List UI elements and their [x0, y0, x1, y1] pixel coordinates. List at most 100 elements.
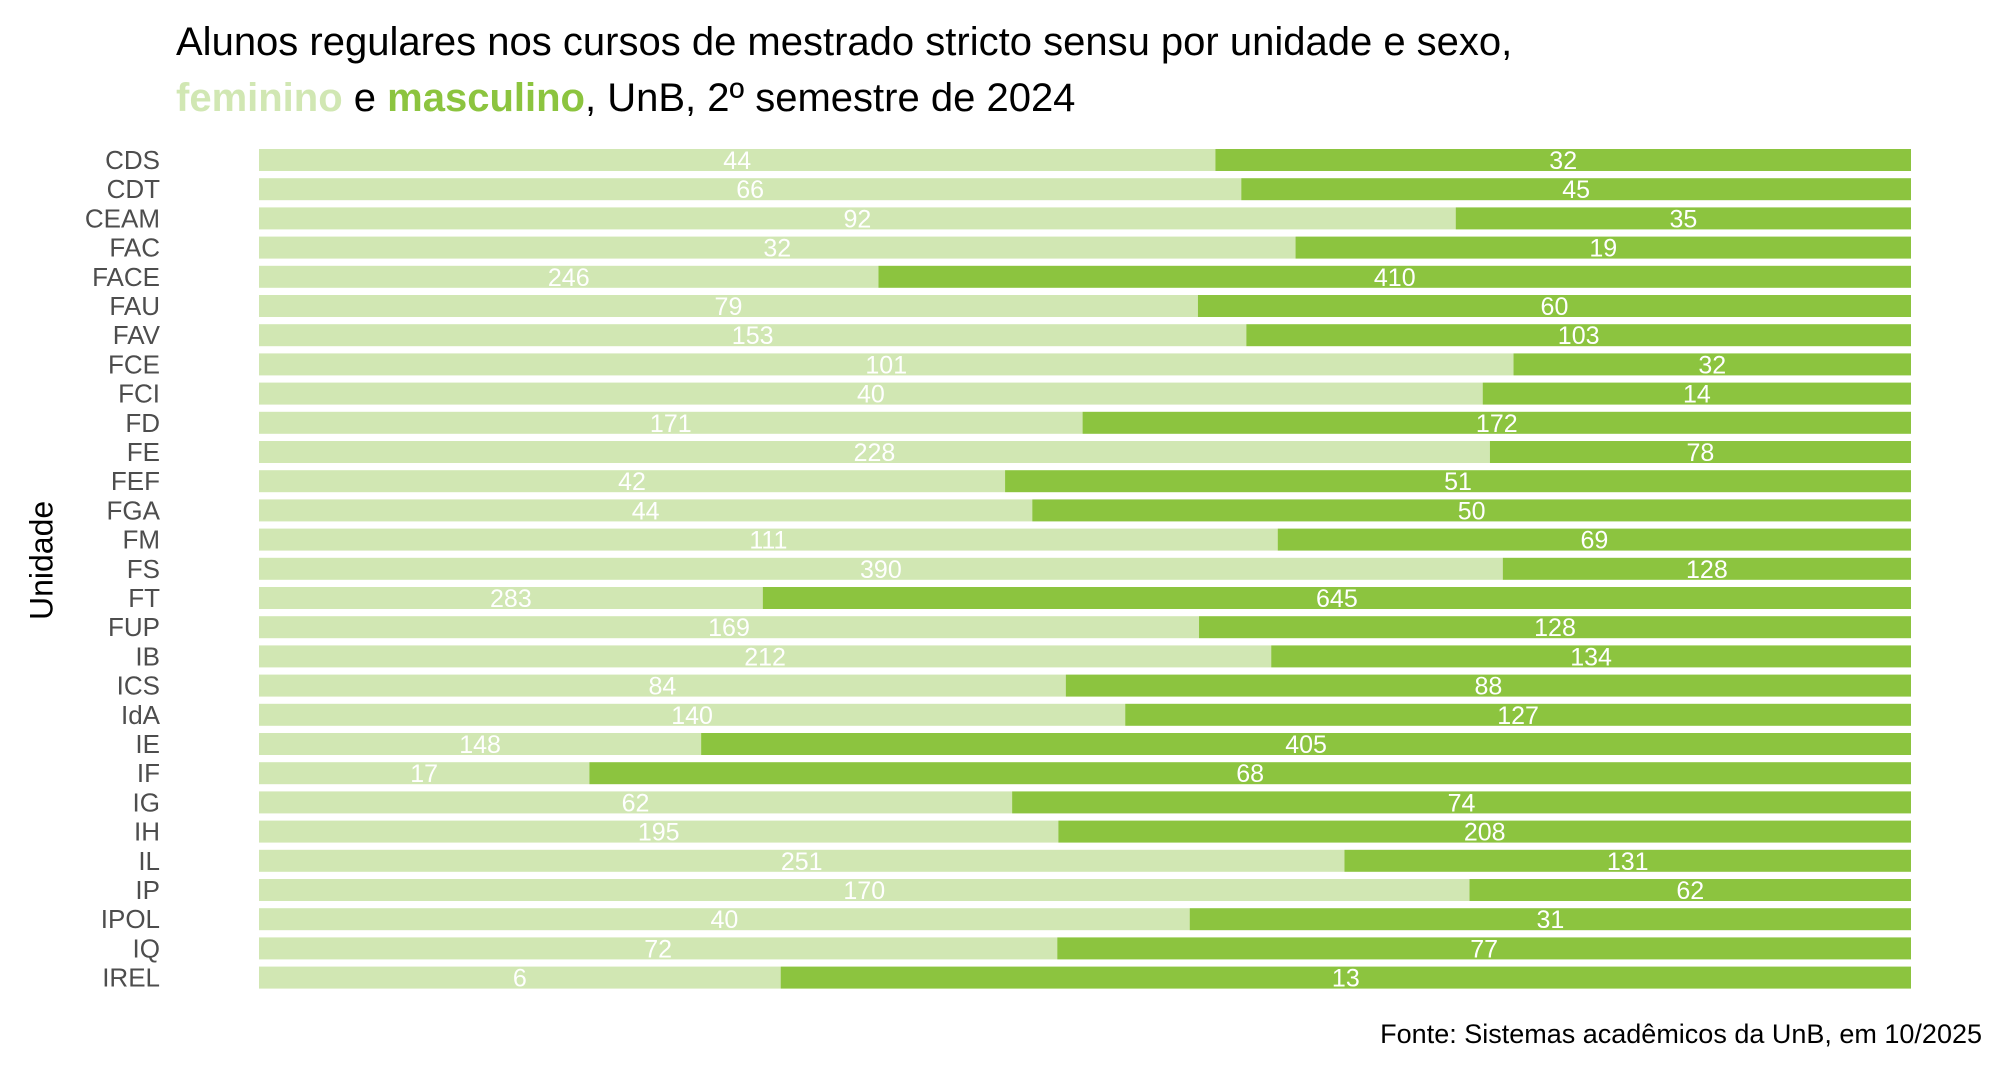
title-masculino-word: masculino [387, 76, 585, 120]
value-label-feminino-IREL: 6 [513, 965, 527, 993]
chart-title-line2: feminino e masculino, UnB, 2º semestre d… [176, 70, 1512, 126]
value-label-masculino-IPOL: 31 [1536, 906, 1564, 934]
bar-masculino-FM [1277, 528, 1911, 551]
bar-masculino-IG [1012, 791, 1911, 814]
category-label-ICS: ICS [117, 671, 160, 701]
value-label-masculino-IF: 68 [1236, 760, 1264, 788]
value-label-masculino-IdA: 127 [1497, 702, 1539, 730]
bar-masculino-FS [1502, 557, 1911, 580]
category-label-FACE: FACE [92, 262, 160, 292]
title-connector: e [342, 76, 388, 120]
bar-feminino-FD [259, 411, 1083, 434]
category-label-IG: IG [133, 787, 160, 817]
value-label-feminino-ICS: 84 [648, 673, 676, 701]
category-label-IF: IF [137, 758, 160, 788]
bar-feminino-FM [259, 528, 1278, 551]
value-label-feminino-IQ: 72 [644, 935, 672, 963]
bar-feminino-IB [259, 645, 1272, 668]
bar-masculino-FT [762, 587, 1911, 609]
bar-feminino-FEF [259, 470, 1006, 493]
category-label-FE: FE [127, 437, 160, 467]
category-label-FM: FM [122, 525, 160, 555]
value-label-masculino-FAU: 60 [1541, 293, 1569, 321]
category-label-FD: FD [125, 408, 160, 438]
value-label-masculino-IREL: 13 [1332, 965, 1360, 993]
bar-feminino-IH [259, 820, 1059, 843]
category-label-IP: IP [135, 875, 160, 905]
category-label-FGA: FGA [107, 495, 161, 525]
value-label-feminino-FCE: 101 [865, 351, 907, 379]
source-note: Fonte: Sistemas acadêmicos da UnB, em 10… [1380, 1019, 1982, 1049]
bar-masculino-FEF [1005, 470, 1911, 493]
bar-feminino-IdA [259, 703, 1126, 726]
bar-masculino-ICS [1065, 674, 1911, 697]
value-label-feminino-FAC: 32 [763, 235, 791, 263]
category-label-CDT: CDT [107, 174, 161, 204]
bar-masculino-IdA [1125, 703, 1911, 726]
bar-feminino-CDS [259, 149, 1216, 171]
value-label-masculino-FT: 645 [1316, 585, 1358, 613]
value-label-feminino-IP: 170 [843, 877, 885, 905]
bar-feminino-FT [259, 587, 763, 609]
value-label-feminino-FEF: 42 [618, 468, 646, 496]
value-label-masculino-IP: 62 [1676, 877, 1704, 905]
category-label-FAC: FAC [109, 233, 160, 263]
bar-masculino-FD [1082, 411, 1911, 434]
value-label-feminino-FACE: 246 [548, 264, 590, 292]
bar-masculino-IQ [1057, 937, 1911, 960]
value-label-feminino-FCI: 40 [857, 381, 885, 409]
value-label-feminino-IdA: 140 [671, 702, 713, 730]
bar-feminino-IF [259, 762, 590, 785]
category-label-FS: FS [127, 554, 160, 584]
value-label-masculino-FGA: 50 [1458, 497, 1486, 525]
bar-masculino-CEAM [1455, 207, 1911, 230]
bar-feminino-IPOL [259, 908, 1190, 931]
chart-title-line1: Alunos regulares nos cursos de mestrado … [176, 20, 1513, 64]
value-label-feminino-FD: 171 [650, 410, 692, 438]
value-label-masculino-IB: 134 [1570, 643, 1612, 671]
category-label-IdA: IdA [121, 700, 161, 730]
bar-feminino-FAU [259, 295, 1198, 317]
category-label-FCE: FCE [108, 349, 160, 379]
category-label-FT: FT [128, 583, 160, 613]
value-label-masculino-FCI: 14 [1683, 381, 1711, 409]
bar-feminino-IE [259, 733, 702, 755]
value-label-masculino-IG: 74 [1448, 789, 1476, 817]
value-label-masculino-IH: 208 [1464, 819, 1506, 847]
category-label-FCI: FCI [118, 379, 160, 409]
value-label-masculino-FAV: 103 [1558, 322, 1600, 350]
category-label-CEAM: CEAM [85, 203, 160, 233]
bar-masculino-CDS [1215, 149, 1911, 171]
bar-feminino-IREL [259, 966, 781, 989]
category-label-FEF: FEF [111, 466, 160, 496]
value-label-feminino-IB: 212 [744, 643, 786, 671]
bar-masculino-FGA [1032, 499, 1911, 522]
value-label-masculino-FACE: 410 [1374, 264, 1416, 292]
value-label-masculino-CEAM: 35 [1669, 205, 1697, 233]
value-label-feminino-FAU: 79 [715, 293, 743, 321]
bar-masculino-IP [1469, 879, 1911, 901]
category-label-IL: IL [138, 846, 160, 876]
bar-masculino-FAU [1197, 295, 1911, 317]
bar-masculino-FCI [1482, 382, 1911, 405]
bar-feminino-CEAM [259, 207, 1456, 230]
value-label-feminino-CDS: 44 [723, 147, 751, 175]
value-label-feminino-IL: 251 [781, 848, 823, 876]
bar-masculino-IL [1344, 849, 1911, 872]
bar-feminino-FAV [259, 324, 1247, 347]
value-label-masculino-FUP: 128 [1534, 614, 1576, 642]
bar-feminino-CDT [259, 178, 1242, 201]
category-label-FAU: FAU [109, 291, 160, 321]
bar-feminino-IG [259, 791, 1013, 814]
value-label-masculino-CDS: 32 [1549, 147, 1577, 175]
value-label-masculino-CDT: 45 [1562, 176, 1590, 204]
bar-masculino-FUP [1199, 616, 1911, 639]
bar-masculino-IF [589, 762, 1911, 785]
category-label-IB: IB [135, 641, 160, 671]
value-label-feminino-CEAM: 92 [843, 205, 871, 233]
value-label-feminino-IG: 62 [622, 789, 650, 817]
bar-feminino-FUP [259, 616, 1200, 639]
bar-masculino-IB [1271, 645, 1911, 668]
value-label-masculino-FM: 69 [1580, 527, 1608, 555]
